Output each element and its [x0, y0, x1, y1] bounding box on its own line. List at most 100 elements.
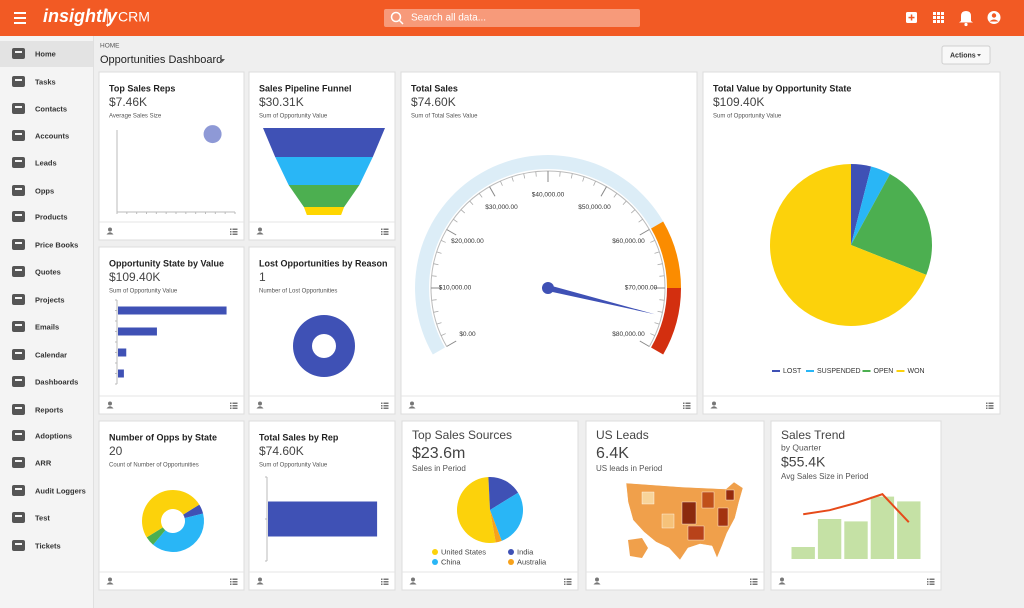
actions-button[interactable]: Actions	[941, 45, 991, 65]
widget-title[interactable]: Lost Opportunities by Reason	[259, 258, 388, 268]
legend-item[interactable]: India	[508, 547, 534, 556]
footer-owner-icon	[710, 406, 718, 409]
title-caret[interactable]	[220, 59, 225, 62]
search-placeholder: Search all data...	[411, 13, 486, 24]
page-title[interactable]: Opportunities Dashboard	[100, 54, 222, 66]
gauge-tick	[600, 186, 607, 197]
footer-list-button[interactable]	[986, 402, 994, 410]
legend-item[interactable]: SUSPENDED	[806, 368, 861, 375]
widget-title[interactable]: Total Value by Opportunity State	[713, 83, 851, 93]
sidebar-item[interactable]: Opps	[12, 185, 54, 196]
sidebar-label: Leads	[35, 158, 57, 167]
sidebar-icon	[12, 321, 25, 332]
widget-title[interactable]: US Leads	[596, 428, 649, 442]
widget-title[interactable]: Number of Opps by State	[109, 432, 217, 442]
legend-label: Australia	[517, 557, 547, 566]
sidebar-icon	[12, 185, 25, 196]
widget-caption: Number of Lost Opportunities	[259, 289, 337, 295]
sidebar-item[interactable]: ARR	[12, 457, 52, 468]
legend-item[interactable]: WON	[896, 368, 925, 375]
widget-title[interactable]: Total Sales by Rep	[259, 432, 339, 442]
legend-item[interactable]: China	[432, 557, 461, 566]
pie-slice	[490, 492, 524, 541]
sidebar-item[interactable]: Tickets	[12, 540, 61, 551]
donut-slice	[183, 504, 204, 519]
gauge-minor-tick	[650, 240, 656, 243]
apps-button[interactable]	[933, 12, 944, 23]
footer-list-button[interactable]	[564, 578, 572, 586]
footer-list-button[interactable]	[927, 578, 935, 586]
sidebar-item[interactable]: Contacts	[12, 103, 67, 114]
footer-list-button[interactable]	[230, 402, 238, 410]
gauge-minor-tick	[535, 171, 537, 177]
widget-title[interactable]: Total Sales	[411, 83, 458, 93]
widget-title[interactable]: Sales Trend	[781, 428, 845, 442]
footer-list-button[interactable]	[381, 578, 389, 586]
list-icon	[564, 581, 566, 583]
sidebar-item[interactable]: Accounts	[12, 130, 69, 141]
widget-title[interactable]: Top Sales Reps	[109, 83, 175, 93]
sidebar-item[interactable]: Dashboards	[12, 376, 78, 387]
widget-card: US Leads 6.4K US leads in Period	[585, 420, 765, 591]
breadcrumb[interactable]: HOME	[100, 43, 120, 50]
list-icon	[230, 578, 232, 580]
footer-list-button[interactable]	[381, 228, 389, 236]
sidebar-item[interactable]: Test	[12, 512, 50, 523]
sidebar-item[interactable]: Audit Loggers	[12, 485, 86, 496]
search-box[interactable]: Search all data...	[384, 9, 640, 27]
gauge-minor-tick	[453, 218, 458, 223]
sidebar-item[interactable]: Adoptions	[12, 430, 72, 441]
sidebar-item[interactable]: Home	[12, 48, 56, 59]
sidebar-item[interactable]: Price Books	[12, 239, 78, 250]
legend-item[interactable]: LOST	[772, 368, 802, 375]
apps-dot	[933, 20, 936, 23]
widget-title[interactable]: Top Sales Sources	[412, 428, 512, 442]
apps-dot	[933, 12, 936, 15]
logo[interactable]: insightly	[43, 6, 118, 26]
footer-owner-icon	[595, 577, 599, 582]
gauge-tick-label: $20,000.00	[451, 238, 484, 245]
app-name[interactable]: CRM	[118, 9, 150, 25]
search-field[interactable]	[384, 9, 640, 27]
actions-box[interactable]	[941, 45, 991, 65]
footer-list-button[interactable]	[230, 578, 238, 586]
sidebar-item[interactable]: Projects	[12, 294, 65, 305]
footer-list-button[interactable]	[750, 578, 758, 586]
sidebar-item[interactable]: Products	[12, 211, 68, 222]
footer-list-button[interactable]	[381, 402, 389, 410]
footer-list-button[interactable]	[683, 402, 691, 410]
sidebar-item[interactable]: Emails	[12, 321, 59, 332]
legend-swatch	[508, 549, 514, 555]
legend-label: India	[517, 547, 534, 556]
legend-item[interactable]: Australia	[508, 557, 547, 566]
profile-button[interactable]	[987, 11, 1001, 24]
pie-slice	[488, 477, 519, 510]
list-icon	[988, 405, 994, 407]
sidebar-item[interactable]: Tasks	[12, 76, 56, 87]
legend-item[interactable]: United States	[432, 547, 486, 556]
sidebar-item[interactable]: Calendar	[12, 349, 67, 360]
sidebar-item[interactable]: Quotes	[12, 266, 61, 277]
bell-icon	[964, 22, 968, 27]
gauge-tick	[446, 340, 457, 347]
sidebar-item[interactable]: Reports	[12, 404, 63, 415]
sidebar-label: Home	[35, 49, 56, 58]
legend-item[interactable]: OPEN	[862, 368, 894, 375]
gauge-minor-tick	[433, 310, 439, 313]
widget-title[interactable]: Opportunity State by Value	[109, 258, 224, 268]
gauge-minor-tick	[440, 333, 446, 336]
sidebar-item[interactable]: Leads	[12, 157, 57, 168]
gauge-tick	[489, 186, 496, 197]
pie-slice	[851, 174, 932, 275]
footer-list-button[interactable]	[230, 228, 238, 236]
add-button[interactable]	[906, 12, 917, 23]
gauge-tick-label: $0.00	[459, 331, 476, 338]
list-icon	[929, 578, 935, 580]
widget-title[interactable]: Sales Pipeline Funnel	[259, 83, 352, 93]
list-icon	[986, 405, 988, 407]
sidebar-label: Reports	[35, 405, 63, 414]
notifications-button[interactable]	[959, 11, 973, 27]
menu-button[interactable]	[14, 12, 26, 24]
sidebar-icon	[15, 133, 22, 135]
list-icon	[566, 581, 572, 583]
